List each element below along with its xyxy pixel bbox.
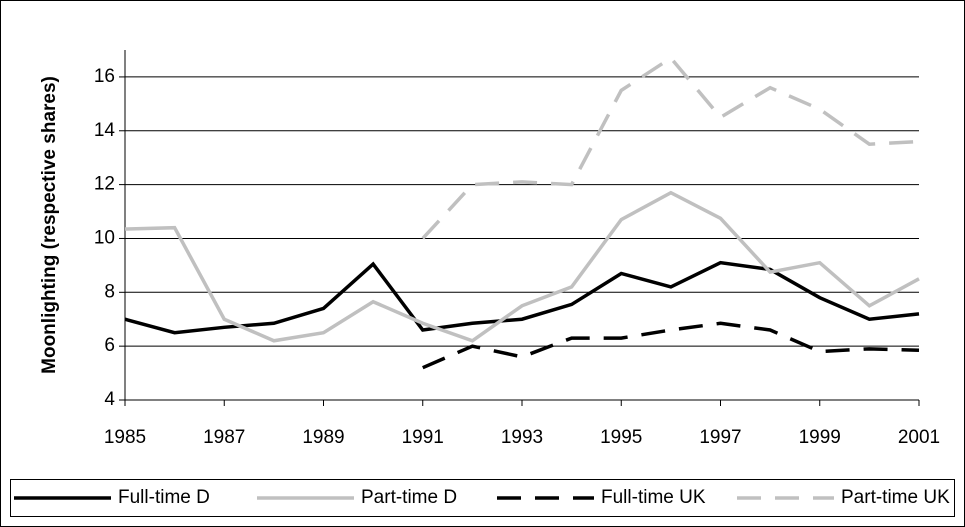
x-tick-label: 2001 [898, 427, 940, 448]
series-line [421, 55, 920, 240]
y-tick-label: 8 [104, 281, 115, 302]
x-tick-label: 1989 [302, 427, 344, 448]
series-line [124, 190, 920, 343]
x-tick-label: 1987 [203, 427, 245, 448]
legend-label: Full-time UK [601, 487, 706, 508]
x-tick-label: 1985 [104, 427, 146, 448]
series-line [422, 321, 920, 370]
x-tick-label: 1991 [402, 427, 444, 448]
x-tick-label: 1999 [799, 427, 841, 448]
series-line [124, 260, 920, 335]
legend-label: Part-time D [361, 487, 457, 508]
y-tick-label: 10 [94, 227, 115, 248]
legend-label: Full-time D [118, 487, 210, 508]
y-axis-label: Moonlighting (respective shares) [39, 76, 60, 374]
x-tick-label: 1997 [699, 427, 741, 448]
y-tick-label: 4 [104, 389, 115, 410]
x-tick-label: 1995 [600, 427, 642, 448]
y-tick-label: 14 [94, 120, 116, 141]
legend-label: Part-time UK [841, 487, 950, 508]
y-tick-label: 6 [104, 335, 115, 356]
y-tick-label: 12 [94, 174, 115, 195]
y-tick-label: 16 [94, 66, 115, 87]
x-tick-label: 1993 [501, 427, 543, 448]
